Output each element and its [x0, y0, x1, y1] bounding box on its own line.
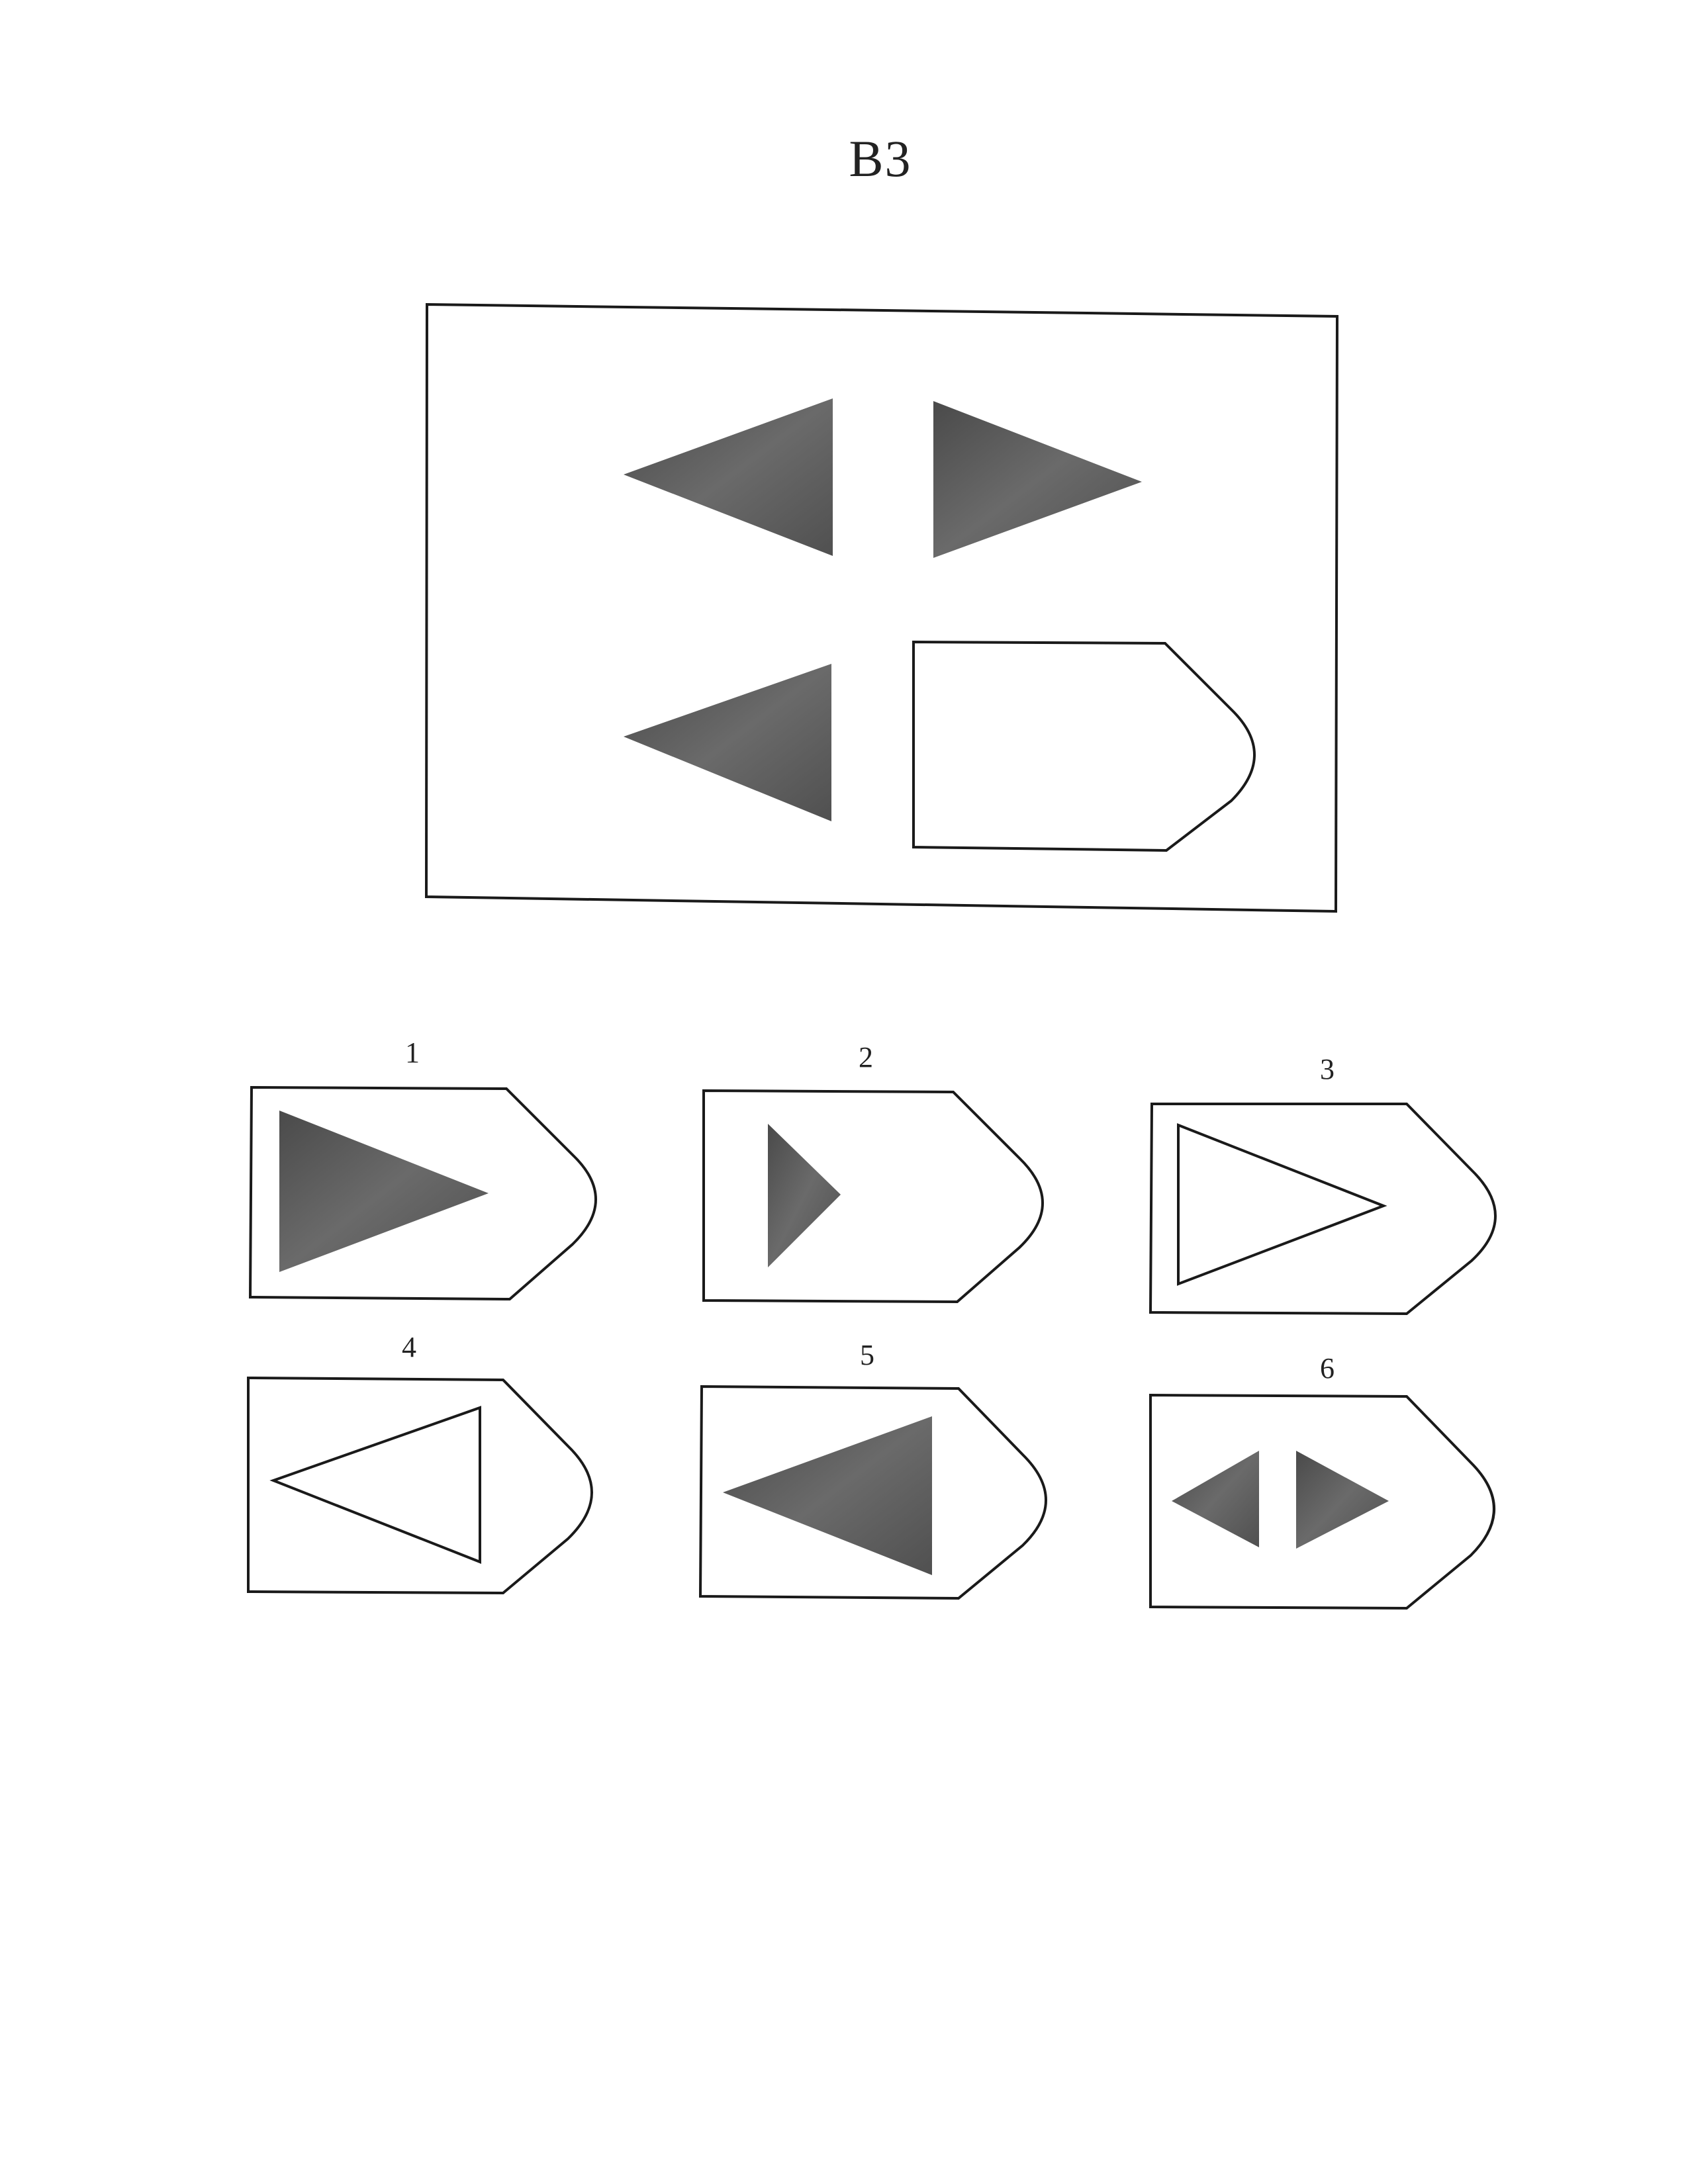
- matrix-panel: [424, 302, 1339, 913]
- answer-option-4[interactable]: 4: [247, 1331, 593, 1595]
- answer-option-1[interactable]: 1: [248, 1036, 597, 1301]
- option-number: 6: [1320, 1352, 1335, 1385]
- answer-option-5[interactable]: 5: [698, 1339, 1047, 1600]
- option-number: 5: [860, 1339, 874, 1371]
- triangle-right-filled-small: [1296, 1451, 1389, 1549]
- matrix-cell-top-left-triangle: [624, 398, 833, 556]
- answer-option-2[interactable]: 2: [702, 1041, 1044, 1304]
- option-number: 4: [402, 1331, 416, 1363]
- triangle-left-filled-large: [723, 1416, 932, 1575]
- matrix-cell-bottom-left-triangle: [624, 664, 831, 821]
- answer-option-3[interactable]: 3: [1149, 1053, 1497, 1316]
- answer-option-6[interactable]: 6: [1149, 1352, 1495, 1610]
- option-number: 2: [859, 1041, 873, 1073]
- missing-piece-slot: [912, 640, 1256, 852]
- matrix-cell-top-right-triangle: [933, 401, 1142, 558]
- option-tile: [702, 1089, 1044, 1304]
- triangle-left-outline: [269, 1406, 481, 1564]
- matrix-frame: [424, 302, 1339, 913]
- option-number: 3: [1320, 1053, 1335, 1085]
- option-number: 1: [405, 1036, 420, 1069]
- triangle-right-filled-small: [768, 1124, 841, 1267]
- triangle-left-filled-small: [1172, 1451, 1259, 1547]
- page-title: B3: [849, 130, 912, 187]
- triangle-right-outline: [1177, 1123, 1387, 1286]
- triangle-right-filled-large: [279, 1111, 489, 1272]
